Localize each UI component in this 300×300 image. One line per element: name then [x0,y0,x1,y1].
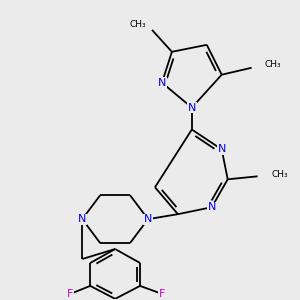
Text: N: N [158,78,166,88]
Text: F: F [67,289,74,299]
Text: CH₃: CH₃ [272,170,288,179]
Text: CH₃: CH₃ [265,60,281,69]
Text: CH₃: CH₃ [130,20,146,29]
Text: N: N [78,214,86,224]
Text: N: N [144,214,152,224]
Text: N: N [218,144,226,154]
Text: N: N [188,103,196,112]
Text: N: N [208,202,216,212]
Text: F: F [159,289,165,299]
